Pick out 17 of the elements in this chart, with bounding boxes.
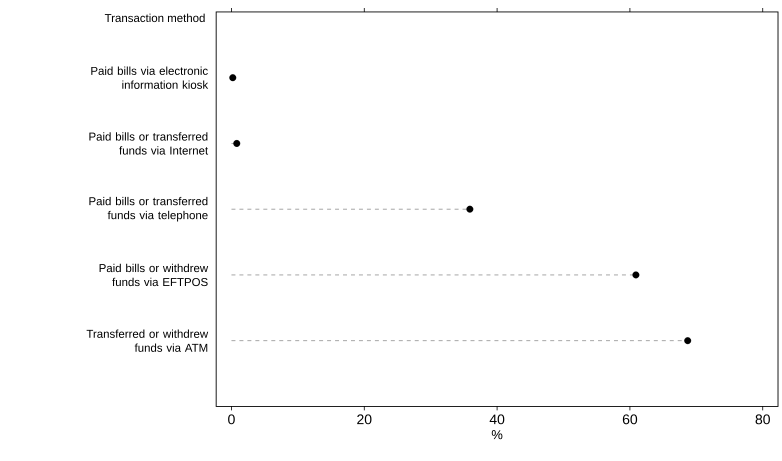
point	[632, 271, 640, 278]
x-tick-label: 80	[756, 414, 770, 424]
y-axis-title: Transaction method	[104, 14, 205, 22]
x-tick-label: 60	[622, 414, 638, 424]
y-tick-label: Transferred or withdrew funds via ATM	[86, 329, 208, 352]
point	[684, 337, 692, 344]
x-tick-label: 0	[228, 414, 235, 424]
point	[229, 74, 236, 82]
y-tick-label: Paid bills or withdrew funds via EFTPOS	[100, 264, 208, 286]
x-axis-title: %	[492, 430, 502, 440]
point	[466, 206, 474, 213]
y-tick-label: Paid bills or transferred funds via telephone	[89, 196, 208, 222]
y-tick-label: Paid bills via electronic information kiosk	[91, 66, 208, 89]
point	[233, 140, 240, 147]
y-tick-label: Paid bills or transferred funds via Internet	[89, 132, 208, 155]
x-tick-label: 20	[357, 414, 372, 424]
x-tick-label: 40	[490, 414, 504, 424]
